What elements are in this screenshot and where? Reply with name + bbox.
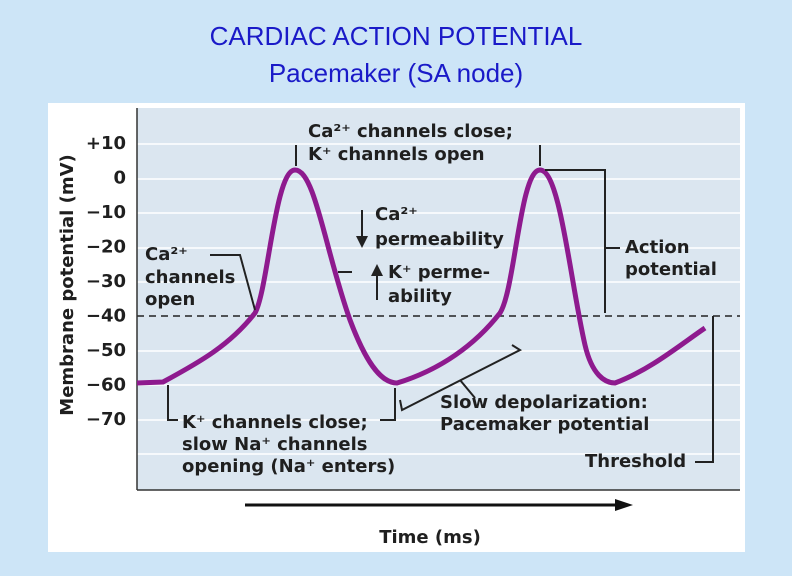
annotation: open xyxy=(145,289,195,310)
y-axis-label: Membrane potential (mV) xyxy=(57,154,78,415)
annotation: potential xyxy=(625,259,717,280)
annotation: slow Na⁺ channels xyxy=(182,434,367,455)
annotation: Ca²⁺ xyxy=(145,244,188,265)
bracket xyxy=(545,169,606,313)
annotation: Ca²⁺ xyxy=(375,204,418,225)
annotation: Ca²⁺ channels close; xyxy=(308,121,513,142)
y-ticks: +10 0 −10 −20 −30 −40 −50 −60 −70 xyxy=(86,133,126,430)
leader xyxy=(167,385,178,421)
arrow-head xyxy=(615,499,633,511)
title: CARDIAC ACTION POTENTIAL xyxy=(210,21,583,51)
leader xyxy=(695,316,714,463)
x-axis-label: Time (ms) xyxy=(379,527,481,548)
annotation: opening (Na⁺ enters) xyxy=(182,456,395,477)
annotation: K⁺ channels close; xyxy=(182,412,368,433)
annotation: Pacemaker potential xyxy=(440,414,649,435)
y-tick-label: −60 xyxy=(86,375,126,396)
plot-area xyxy=(137,108,740,490)
y-tick-label: +10 xyxy=(86,133,126,154)
action-potential-curve xyxy=(136,167,707,386)
annotation: ability xyxy=(388,286,452,307)
arrow-head xyxy=(371,264,383,276)
y-tick-label: −10 xyxy=(86,202,126,223)
annotation: permeability xyxy=(375,229,504,250)
annotation: channels xyxy=(145,267,235,288)
y-tick-label: −70 xyxy=(86,409,126,430)
annotation: Threshold xyxy=(585,451,686,472)
y-tick-label: −20 xyxy=(86,237,126,258)
annotation: Slow depolarization: xyxy=(440,392,648,413)
leader xyxy=(380,388,396,421)
y-tick-label: −30 xyxy=(86,271,126,292)
leader xyxy=(210,254,256,311)
y-tick-label: 0 xyxy=(113,168,126,189)
annotation: K⁺ channels open xyxy=(308,144,485,165)
y-tick-label: −50 xyxy=(86,340,126,361)
subtitle: Pacemaker (SA node) xyxy=(269,58,523,88)
leader xyxy=(459,379,476,399)
annotation: Action xyxy=(625,237,690,258)
y-tick-label: −40 xyxy=(86,306,126,327)
grid xyxy=(137,143,740,455)
annotation: K⁺ perme- xyxy=(388,262,490,283)
arrow-head xyxy=(356,236,368,248)
